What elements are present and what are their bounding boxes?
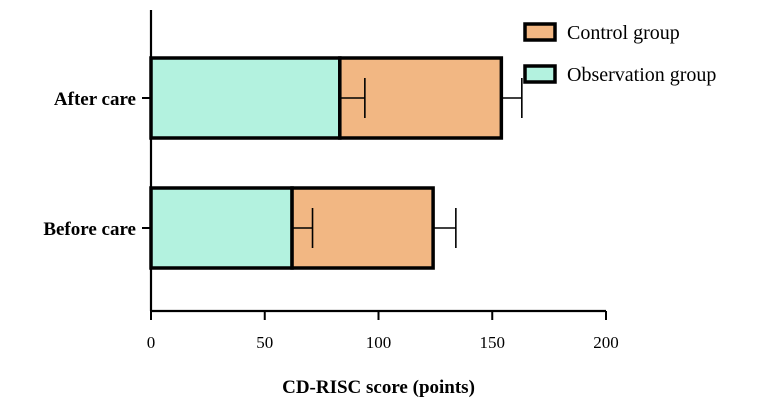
legend-label-1: Control group <box>567 22 680 44</box>
x-tick-label-0: 0 <box>147 333 156 352</box>
x-tick-label-100: 100 <box>366 333 392 352</box>
category-label-1: Before care <box>43 219 136 240</box>
x-axis-title: CD-RISC score (points) <box>282 377 475 398</box>
bar-0-1 <box>149 186 294 270</box>
y-ticks: After care Before care <box>43 89 151 240</box>
legend-swatch-0 <box>523 64 557 84</box>
bar-1-1 <box>290 186 435 270</box>
x-tick-label-50: 50 <box>256 333 273 352</box>
x-ticks: 0 50 100 150 200 <box>147 311 619 352</box>
x-tick-label-150: 150 <box>480 333 506 352</box>
legend-label-0: Observation group <box>567 64 716 86</box>
legend-swatch-1 <box>523 22 557 42</box>
error-bars-layer <box>292 78 523 248</box>
bars-layer <box>149 56 504 270</box>
legend: Control group Observation group <box>523 22 716 86</box>
category-label-0: After care <box>54 89 136 110</box>
x-tick-label-200: 200 <box>593 333 619 352</box>
bar-0-0 <box>149 56 342 140</box>
